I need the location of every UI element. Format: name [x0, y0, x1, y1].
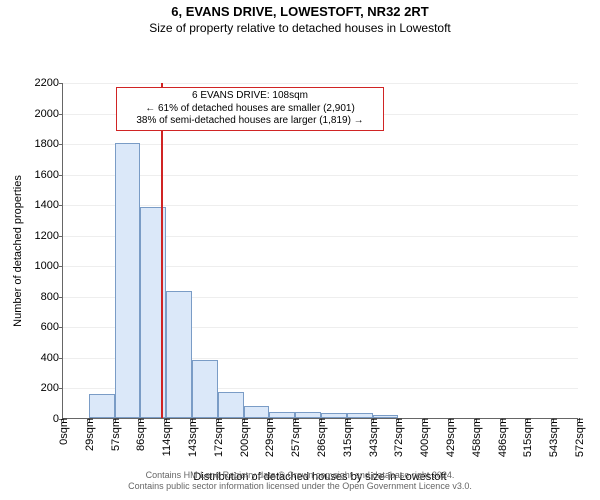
x-tick-label: 572sqm	[572, 418, 586, 457]
annotation-line: 38% of semi-detached houses are larger (…	[123, 115, 377, 128]
x-tick-label: 315sqm	[340, 418, 354, 457]
histogram-bar	[166, 291, 192, 418]
marker-line	[161, 83, 163, 418]
histogram-bar	[244, 406, 270, 418]
x-tick-label: 343sqm	[366, 418, 380, 457]
x-tick-label: 229sqm	[262, 418, 276, 457]
x-tick-label: 543sqm	[546, 418, 560, 457]
histogram-bar	[89, 394, 115, 418]
gridline	[63, 83, 578, 84]
y-tick-label: 800	[41, 291, 63, 303]
x-tick-label: 29sqm	[82, 418, 96, 451]
y-tick-label: 600	[41, 321, 63, 333]
x-tick-label: 286sqm	[314, 418, 328, 457]
x-tick-label: 372sqm	[391, 418, 405, 457]
y-tick-label: 1600	[35, 169, 63, 181]
plot-area: 0200400600800100012001400160018002000220…	[62, 83, 578, 419]
histogram-bar	[115, 143, 141, 418]
page-subtitle: Size of property relative to detached ho…	[0, 19, 600, 35]
histogram-bar	[218, 392, 244, 418]
x-tick-label: 486sqm	[495, 418, 509, 457]
footer-line-1: Contains HM Land Registry data © Crown c…	[0, 470, 600, 481]
y-axis-label: Number of detached properties	[12, 175, 24, 327]
y-tick-label: 2200	[35, 77, 63, 89]
y-tick-label: 200	[41, 382, 63, 394]
x-tick-label: 400sqm	[417, 418, 431, 457]
attribution-footer: Contains HM Land Registry data © Crown c…	[0, 470, 600, 492]
x-tick-label: 458sqm	[469, 418, 483, 457]
annotation-line: 6 EVANS DRIVE: 108sqm	[123, 90, 377, 103]
x-tick-label: 200sqm	[237, 418, 251, 457]
page-title: 6, EVANS DRIVE, LOWESTOFT, NR32 2RT	[0, 0, 600, 19]
footer-line-2: Contains public sector information licen…	[0, 481, 600, 492]
x-tick-label: 0sqm	[56, 418, 70, 445]
y-tick-label: 400	[41, 352, 63, 364]
x-tick-label: 515sqm	[520, 418, 534, 457]
x-tick-label: 86sqm	[133, 418, 147, 451]
y-tick-label: 2000	[35, 108, 63, 120]
y-tick-label: 1400	[35, 199, 63, 211]
x-tick-label: 57sqm	[108, 418, 122, 451]
x-tick-label: 257sqm	[288, 418, 302, 457]
annotation-line: ← 61% of detached houses are smaller (2,…	[123, 103, 377, 116]
x-tick-label: 114sqm	[159, 418, 173, 456]
histogram-bar	[192, 360, 218, 418]
x-tick-label: 172sqm	[211, 418, 225, 457]
y-tick-label: 1000	[35, 260, 63, 272]
y-tick-label: 1800	[35, 138, 63, 150]
x-tick-label: 143sqm	[185, 418, 199, 457]
annotation-box: 6 EVANS DRIVE: 108sqm← 61% of detached h…	[116, 87, 384, 131]
x-tick-label: 429sqm	[443, 418, 457, 457]
y-tick-label: 1200	[35, 230, 63, 242]
